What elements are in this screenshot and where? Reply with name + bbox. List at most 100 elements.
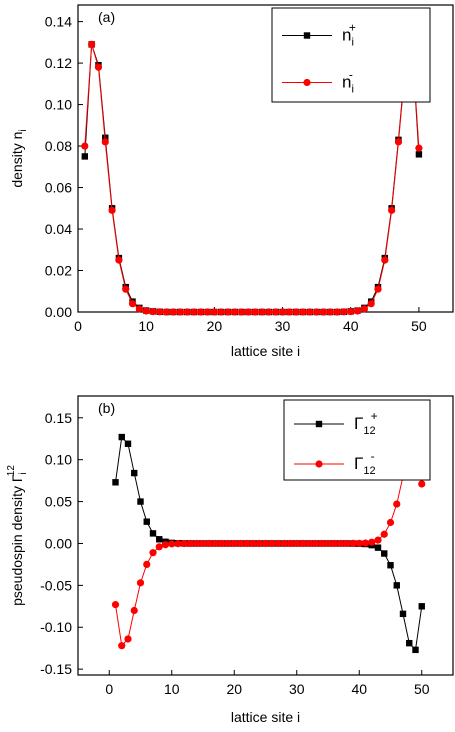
marker <box>415 144 423 152</box>
marker <box>211 539 220 548</box>
marker <box>149 530 157 537</box>
y-tick-label: 0.12 <box>45 55 72 71</box>
x-tick-label: 0 <box>105 681 113 697</box>
marker <box>293 539 301 548</box>
y-tick-label: 0.02 <box>45 263 72 279</box>
legend-box <box>283 399 431 481</box>
marker <box>285 308 293 316</box>
marker <box>124 440 132 447</box>
marker <box>118 642 126 650</box>
marker <box>193 539 201 548</box>
y-tick-label: 0.14 <box>45 14 72 30</box>
marker <box>203 308 212 316</box>
marker <box>169 308 178 316</box>
legend-sup: - <box>371 449 375 463</box>
marker <box>280 539 288 548</box>
marker <box>303 78 311 87</box>
panel-label: (b) <box>98 400 115 416</box>
marker <box>88 40 96 49</box>
x-tick-label: 40 <box>343 318 359 334</box>
marker <box>122 285 130 293</box>
marker <box>101 138 109 146</box>
marker <box>286 539 295 548</box>
y-tick-label: 0.00 <box>45 535 72 551</box>
legend-sub: i <box>351 84 353 96</box>
marker <box>238 308 246 316</box>
marker <box>415 151 423 158</box>
x-tick-label: 20 <box>226 681 242 697</box>
marker <box>210 308 218 316</box>
marker <box>374 536 382 544</box>
y-axis-label: density ni <box>9 129 29 187</box>
marker <box>315 420 323 428</box>
marker <box>243 539 251 548</box>
marker <box>340 308 348 316</box>
marker <box>149 549 157 557</box>
legend-box <box>271 7 431 103</box>
marker <box>197 308 205 316</box>
legend-name: Γ <box>354 414 363 433</box>
marker <box>374 285 382 293</box>
y-tick-label: -0.10 <box>40 619 72 635</box>
marker <box>180 539 188 548</box>
marker <box>143 560 151 569</box>
marker <box>255 539 263 548</box>
marker <box>112 479 119 486</box>
marker <box>155 543 163 551</box>
marker <box>313 308 321 316</box>
marker <box>81 142 89 150</box>
marker <box>394 138 403 146</box>
marker <box>108 206 116 214</box>
marker <box>272 308 280 316</box>
marker <box>94 63 103 71</box>
marker <box>326 308 334 316</box>
marker <box>387 562 394 569</box>
legend-sup: + <box>349 21 356 35</box>
marker <box>368 538 376 546</box>
plot-frame <box>77 395 454 676</box>
marker <box>251 308 259 316</box>
legend-sub: i <box>351 37 353 49</box>
y-label-sub: i <box>18 472 29 474</box>
marker <box>258 308 266 316</box>
marker <box>190 308 198 316</box>
x-tick-label: 20 <box>207 318 223 334</box>
marker <box>381 256 389 264</box>
marker <box>386 518 395 527</box>
marker <box>218 539 226 548</box>
marker <box>374 544 382 551</box>
marker <box>303 32 311 39</box>
marker <box>168 540 176 548</box>
legend-name: Γ <box>354 454 363 473</box>
marker <box>319 308 328 316</box>
legend-label: ni - <box>342 68 354 96</box>
marker <box>311 539 320 548</box>
marker <box>268 539 276 548</box>
legend-name: n <box>342 26 351 45</box>
y-tick-label: -0.05 <box>40 577 72 593</box>
marker <box>118 433 125 441</box>
marker <box>142 307 150 315</box>
marker <box>156 308 164 316</box>
marker <box>163 308 171 316</box>
marker <box>361 539 370 547</box>
marker <box>136 579 145 587</box>
x-tick-label: 30 <box>275 318 291 334</box>
x-tick-label: 10 <box>138 318 154 334</box>
x-axis-label: lattice site i <box>231 343 300 359</box>
y-tick-label: 0.00 <box>45 304 72 320</box>
marker <box>355 539 363 547</box>
marker <box>224 539 232 548</box>
marker <box>353 307 362 315</box>
marker <box>406 639 413 647</box>
marker <box>418 480 426 488</box>
marker <box>265 308 273 316</box>
marker <box>249 539 257 548</box>
y-label-text: pseudospin density Γ <box>9 474 25 606</box>
marker <box>128 300 137 308</box>
marker <box>381 550 388 557</box>
marker <box>336 539 345 548</box>
legend-name: n <box>342 73 351 92</box>
marker <box>111 601 120 609</box>
